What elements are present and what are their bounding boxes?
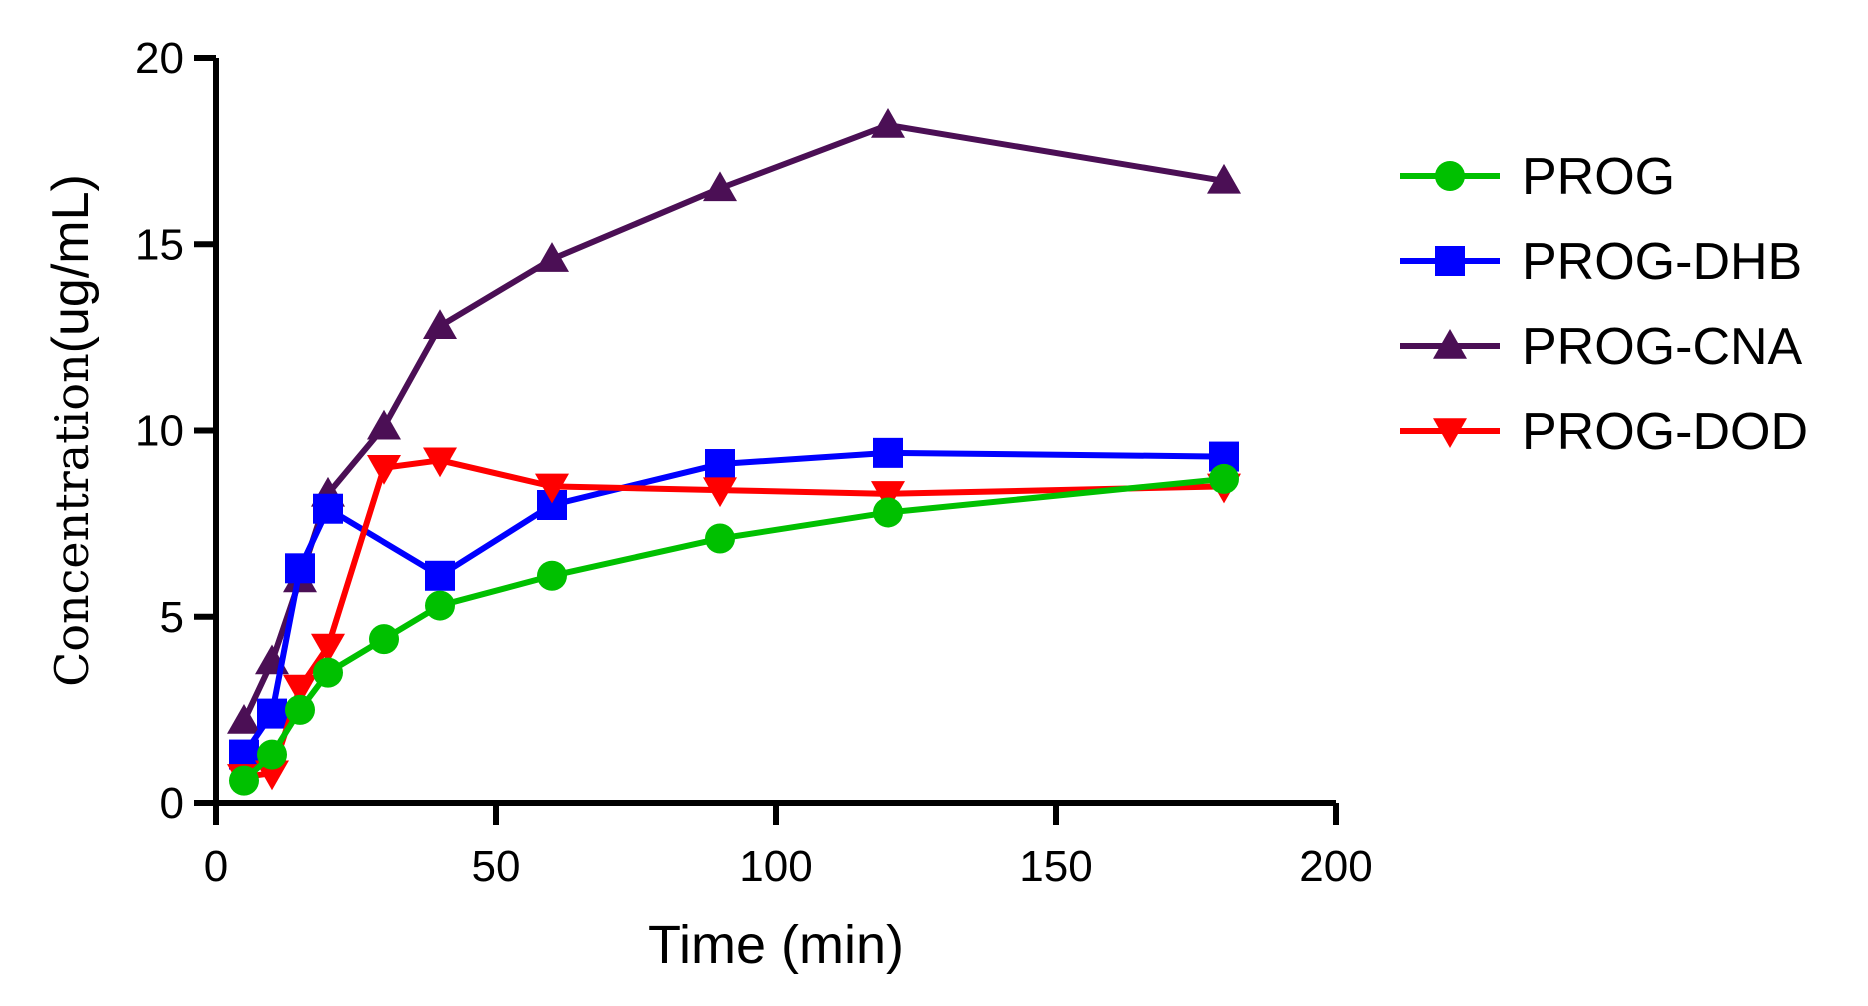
data-point: [283, 674, 317, 705]
legend-marker: [1433, 418, 1467, 448]
y-axis-title-part2: (ug/mL): [42, 174, 100, 353]
legend-item-prog-dhb: PROG-DHB: [1400, 233, 1802, 291]
data-point: [285, 694, 315, 725]
y-axis-title-part1: Concentration: [45, 353, 99, 687]
data-point: [425, 590, 455, 621]
data-point: [423, 309, 457, 339]
x-tick-label: 0: [204, 842, 228, 891]
legend-marker: [1435, 161, 1465, 191]
legend-item-prog: PROG: [1400, 148, 1675, 206]
series-line-prog-dhb: [241, 449, 1225, 757]
data-point: [871, 108, 905, 138]
data-point: [255, 760, 289, 791]
y-tick-label: 20: [135, 34, 184, 83]
legend-item-prog-dod: PROG-DOD: [1400, 403, 1808, 461]
legend-label: PROG-DOD: [1522, 403, 1808, 461]
data-point: [313, 493, 343, 524]
data-point: [705, 523, 735, 554]
series-line-prog-dod: [243, 457, 1225, 780]
y-tick-label: 10: [135, 407, 184, 456]
x-tick-label: 100: [739, 842, 812, 891]
legend-marker: [1435, 246, 1465, 276]
data-point: [535, 473, 569, 504]
data-point: [535, 242, 569, 272]
data-point: [703, 171, 737, 202]
x-tick-label: 150: [1019, 842, 1092, 891]
y-tick-label: 0: [160, 779, 184, 828]
data-point: [313, 657, 343, 688]
data-point: [367, 455, 401, 485]
data-point: [871, 481, 905, 511]
data-point: [257, 698, 287, 729]
x-tick-label: 50: [472, 842, 521, 891]
legend-label: PROG: [1522, 148, 1675, 206]
data-point: [285, 553, 315, 584]
data-point: [425, 560, 455, 591]
series-line-prog-cna: [241, 122, 1225, 723]
data-point: [705, 449, 735, 480]
y-tick-label: 15: [135, 220, 184, 269]
legend-label: PROG-DHB: [1522, 233, 1802, 291]
y-tick-label: 5: [160, 593, 184, 642]
legend-item-prog-cna: PROG-CNA: [1400, 318, 1803, 376]
data-point: [227, 704, 261, 734]
data-point: [873, 437, 903, 468]
legend-label: PROG-CNA: [1522, 318, 1803, 376]
y-axis-title: Concentration(ug/mL): [42, 174, 100, 687]
data-point: [369, 624, 399, 655]
legend: PROG PROG-DHB PROG-CNA PROG-DOD: [1400, 148, 1808, 461]
series-prog-dod: [227, 447, 1241, 794]
series-line-prog: [241, 475, 1225, 783]
data-point: [1207, 163, 1241, 194]
x-axis-title: Time (min): [648, 915, 904, 975]
series-prog: [229, 463, 1239, 796]
data-point: [367, 409, 401, 440]
data-point: [873, 497, 903, 528]
data-point: [423, 447, 457, 478]
legend-marker: [1433, 329, 1467, 359]
data-point: [229, 765, 259, 796]
data-point: [537, 560, 567, 591]
data-point: [703, 477, 737, 508]
data-point: [1209, 463, 1239, 494]
data-point: [311, 633, 345, 664]
series-layer: [227, 108, 1241, 796]
x-tick-label: 200: [1299, 842, 1372, 891]
data-point: [257, 739, 287, 770]
